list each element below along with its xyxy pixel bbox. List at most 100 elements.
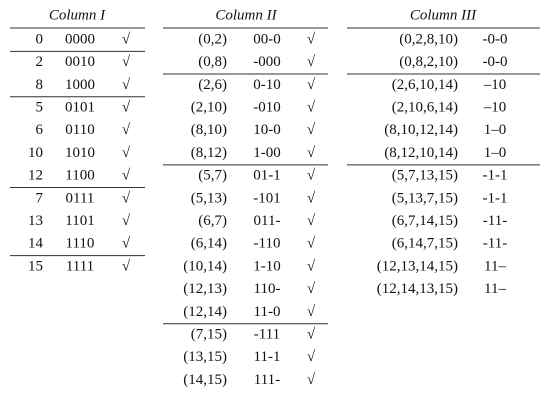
check-mark: √ [307, 236, 316, 252]
minterm-set: (0,2,8,10) [399, 31, 458, 47]
pattern: 1–0 [484, 145, 507, 161]
minterm-set: (10,14) [183, 258, 227, 274]
pattern: -1-1 [483, 190, 508, 206]
pattern: -010 [253, 100, 281, 116]
column-title: Column III [410, 7, 477, 23]
minterm-set: 13 [28, 213, 43, 229]
minterm-set: 5 [36, 100, 44, 116]
minterm-set: (0,8) [198, 54, 227, 70]
check-mark: √ [122, 145, 131, 161]
minterm-set: (12,14,13,15) [377, 281, 458, 297]
pattern: 1000 [65, 77, 95, 93]
check-mark: √ [122, 236, 131, 252]
check-mark: √ [122, 77, 131, 93]
check-mark: √ [307, 304, 316, 320]
pattern: 0000 [65, 31, 95, 47]
check-mark: √ [307, 168, 316, 184]
check-mark: √ [122, 213, 131, 229]
pattern: 11-0 [254, 304, 281, 320]
minterm-set: 10 [28, 145, 43, 161]
check-mark: √ [122, 122, 131, 138]
minterm-set: 12 [28, 168, 43, 184]
minterm-set: (8,10) [191, 122, 227, 138]
pattern: 111- [254, 372, 280, 388]
minterm-set: (12,13,14,15) [377, 258, 458, 274]
minterm-set: (6,7) [198, 213, 227, 229]
pattern: 1-00 [253, 145, 281, 161]
pattern: -11- [483, 236, 507, 252]
check-mark: √ [307, 77, 316, 93]
minterm-set: (5,7) [198, 168, 227, 184]
minterm-set: (6,14) [191, 236, 227, 252]
minterm-set: (5,7,13,15) [392, 168, 458, 184]
pattern: 1–0 [484, 122, 507, 138]
check-mark: √ [122, 31, 131, 47]
check-mark: √ [307, 145, 316, 161]
pattern: -101 [253, 190, 281, 206]
check-mark: √ [307, 281, 316, 297]
pattern: 0111 [66, 190, 95, 206]
minterm-set: (13,15) [183, 349, 227, 365]
pattern: 1101 [65, 213, 94, 229]
check-mark: √ [307, 31, 316, 47]
minterm-set: 0 [36, 31, 44, 47]
pattern: 01-1 [253, 168, 281, 184]
minterm-set: (0,8,2,10) [399, 54, 458, 70]
column-title: Column I [49, 7, 106, 23]
check-mark: √ [307, 372, 316, 388]
pattern: 1010 [65, 145, 95, 161]
minterm-set: 14 [28, 236, 44, 252]
check-mark: √ [307, 213, 316, 229]
check-mark: √ [307, 190, 316, 206]
check-mark: √ [122, 258, 131, 274]
pattern: -0-0 [483, 31, 508, 47]
pattern: -0-0 [483, 54, 508, 70]
pattern: 0110 [65, 122, 94, 138]
pattern: 1-10 [253, 258, 281, 274]
pattern: -1-1 [483, 168, 508, 184]
minterm-set: 2 [36, 54, 44, 70]
minterm-set: (8,12) [191, 145, 227, 161]
minterm-set: (12,13) [183, 281, 227, 297]
minterm-set: (14,15) [183, 372, 227, 388]
minterm-set: (2,6,10,14) [392, 77, 458, 93]
check-mark: √ [307, 258, 316, 274]
pattern: 0-10 [253, 77, 281, 93]
minterm-set: (7,15) [191, 327, 227, 343]
minterm-set: (12,14) [183, 304, 227, 320]
pattern: 1110 [66, 236, 95, 252]
check-mark: √ [307, 100, 316, 116]
pattern: 11-1 [254, 349, 281, 365]
minterm-set: (2,10,6,14) [392, 100, 458, 116]
check-mark: √ [122, 168, 131, 184]
minterm-set: (6,14,7,15) [392, 236, 458, 252]
minterm-set: 15 [28, 258, 43, 274]
pattern: 1111 [66, 258, 94, 274]
pattern: -111 [254, 327, 280, 343]
pattern: 11– [484, 258, 506, 274]
check-mark: √ [122, 54, 131, 70]
minterm-set: (5,13,7,15) [392, 190, 458, 206]
pattern: -000 [253, 54, 281, 70]
minterm-set: 6 [36, 122, 44, 138]
minterm-set: (8,12,10,14) [384, 145, 458, 161]
check-mark: √ [307, 327, 316, 343]
pattern: 011- [254, 213, 281, 229]
pattern: 00-0 [253, 31, 281, 47]
pattern: –10 [483, 100, 507, 116]
check-mark: √ [307, 349, 316, 365]
check-mark: √ [122, 100, 131, 116]
minterm-set: (0,2) [198, 31, 227, 47]
minterm-set: 8 [36, 77, 44, 93]
check-mark: √ [122, 190, 131, 206]
pattern: 0010 [65, 54, 95, 70]
column-title: Column II [215, 7, 277, 23]
pattern: –10 [483, 77, 507, 93]
pattern: 10-0 [253, 122, 281, 138]
pattern: -11- [483, 213, 507, 229]
check-mark: √ [307, 54, 316, 70]
minterm-set: 7 [36, 190, 44, 206]
pattern: 0101 [65, 100, 95, 116]
pattern: 11– [484, 281, 506, 297]
